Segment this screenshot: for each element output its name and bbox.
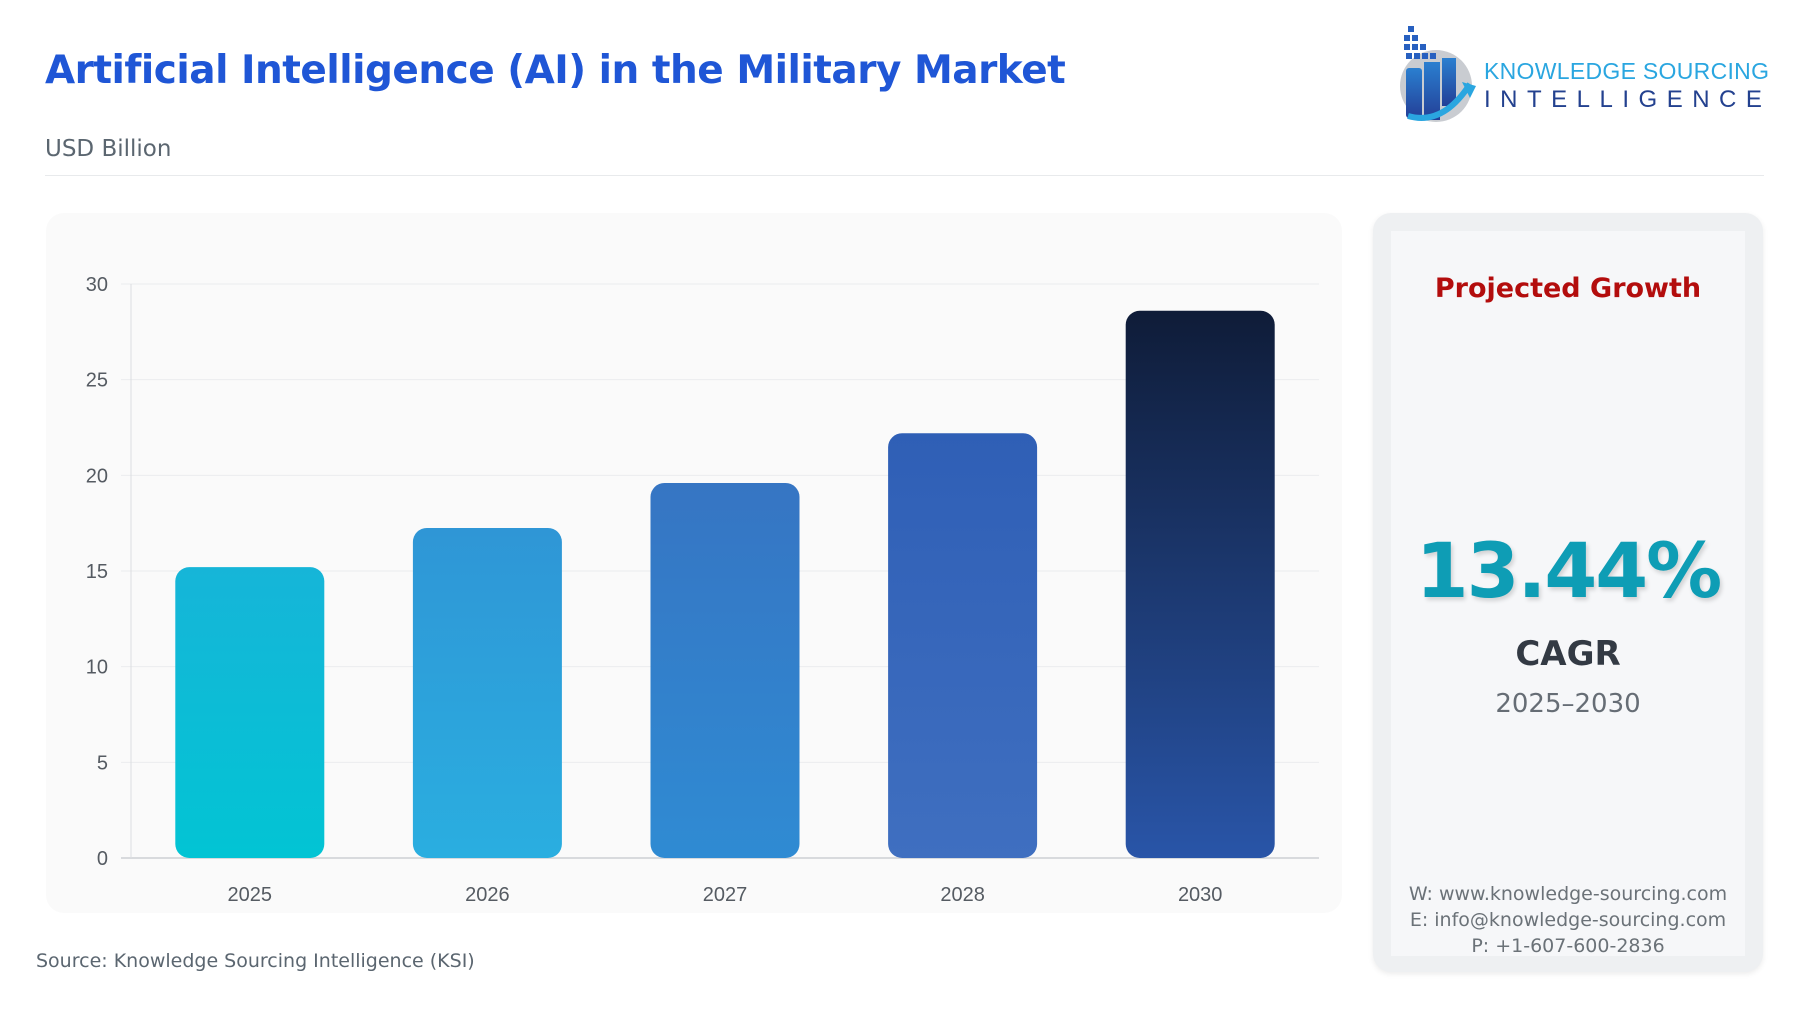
y-tick-label: 30 (86, 274, 108, 296)
phone-number: P: +1-607-600-2836 (1471, 935, 1665, 957)
unit-label: USD Billion (45, 136, 172, 162)
email-link[interactable]: E: info@knowledge-sourcing.com (1409, 909, 1727, 931)
divider (45, 175, 1764, 176)
logo-text-primary: KNOWLEDGE SOURCING (1484, 58, 1770, 84)
x-tick-label: 2025 (228, 884, 272, 906)
source-note: Source: Knowledge Sourcing Intelligence … (36, 950, 475, 972)
y-tick-label: 15 (86, 561, 108, 583)
contact-info: W: www.knowledge-sourcing.com E: info@kn… (1373, 881, 1763, 959)
y-tick-label: 0 (97, 848, 108, 870)
logo-globe-icon (1400, 26, 1476, 122)
y-tick-label: 10 (86, 657, 108, 679)
page-title: Artificial Intelligence (AI) in the Mili… (45, 48, 1066, 93)
x-tick-label: 2027 (703, 884, 748, 906)
bar-2025 (175, 567, 325, 858)
x-tick-label: 2030 (1178, 884, 1223, 906)
x-tick-label: 2028 (940, 884, 985, 906)
bar-2028 (888, 433, 1038, 858)
bar-2027 (650, 482, 800, 858)
chart-panel: 0 5 10 15 20 25 30 2025 2026 2027 2028 2030 (46, 213, 1342, 913)
growth-heading: Projected Growth (1434, 273, 1702, 304)
y-tick-label: 20 (86, 465, 108, 487)
logo-text-secondary: INTELLIGENCE (1484, 86, 1772, 113)
x-tick-label: 2026 (465, 884, 510, 906)
growth-panel: Projected Growth 13.44% CAGR 2025–2030 W… (1373, 213, 1763, 972)
bar-2030 (1125, 310, 1275, 858)
bar-2026 (412, 527, 562, 858)
y-tick-label: 5 (97, 752, 108, 774)
website-link[interactable]: W: www.knowledge-sourcing.com (1408, 883, 1728, 905)
cagr-label: CAGR (1515, 634, 1621, 674)
cagr-value: 13.44% (1415, 526, 1723, 615)
cagr-period: 2025–2030 (1495, 689, 1641, 719)
company-logo: KNOWLEDGE SOURCING INTELLIGENCE (1398, 24, 1769, 124)
y-tick-label: 25 (86, 370, 108, 392)
